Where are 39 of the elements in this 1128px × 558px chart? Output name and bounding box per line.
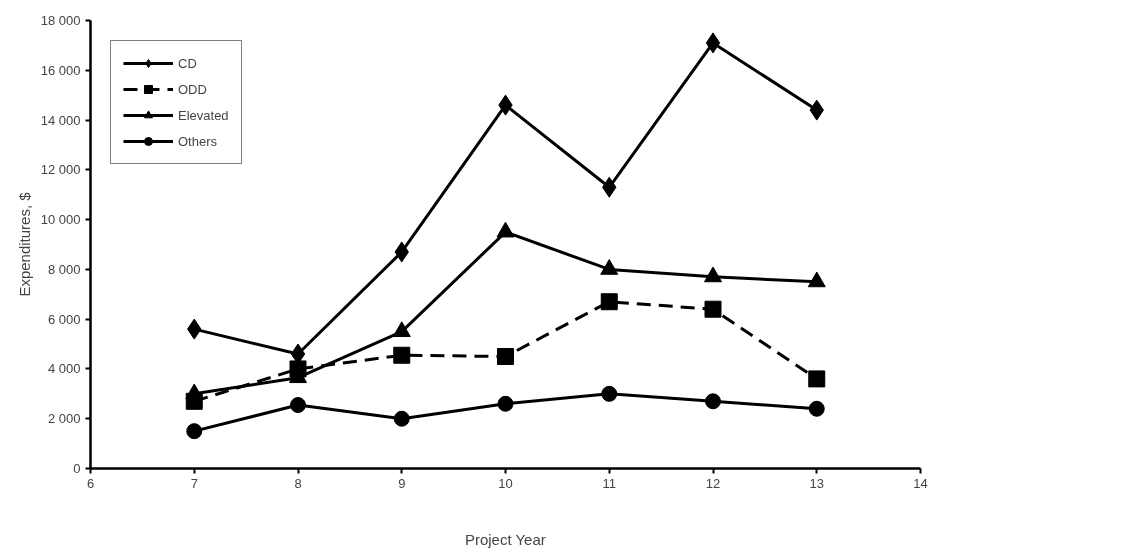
x-tick-label: 13 (809, 475, 824, 491)
x-tick-label: 8 (294, 475, 302, 491)
y-axis-title: Expenditures, $ (15, 191, 33, 297)
point (705, 32, 721, 54)
y-tick-label: 18 000 (40, 13, 81, 28)
point (808, 370, 826, 388)
point (600, 293, 618, 311)
x-tick-label: 14 (913, 475, 928, 491)
point (704, 300, 722, 318)
point (392, 321, 411, 338)
x-axis-title: Project Year (464, 530, 546, 548)
legend-label: ODD (178, 81, 207, 97)
point (290, 397, 306, 414)
y-tick-label: 0 (73, 461, 81, 476)
point (497, 395, 514, 412)
x-tick-label: 9 (398, 475, 406, 491)
x-tick-label: 6 (86, 475, 95, 491)
y-tick-label: 14 000 (40, 112, 81, 128)
x-tick-label: 11 (602, 475, 616, 491)
y-tick-label: 10 000 (40, 212, 81, 228)
x-tick-label: 10 (498, 475, 513, 491)
point (186, 423, 203, 440)
x-tick-label: 12 (705, 475, 721, 491)
point (808, 400, 825, 417)
point (601, 385, 618, 402)
y-tick-label: 12 000 (40, 162, 81, 178)
point (393, 410, 410, 427)
y-tick-label: 8 000 (47, 261, 81, 277)
point (393, 346, 411, 364)
legend-label: Others (178, 133, 218, 149)
y-tick-label: 2 000 (47, 411, 81, 427)
point (705, 393, 721, 410)
y-tick-label: 4 000 (47, 361, 81, 377)
x-tick-label: 7 (190, 475, 198, 491)
y-tick-label: 6 000 (47, 311, 81, 327)
y-tick-label: 16 000 (40, 62, 81, 78)
point (497, 348, 514, 365)
legend-label: Elevated (178, 107, 229, 123)
legend-label: CD (178, 55, 198, 71)
